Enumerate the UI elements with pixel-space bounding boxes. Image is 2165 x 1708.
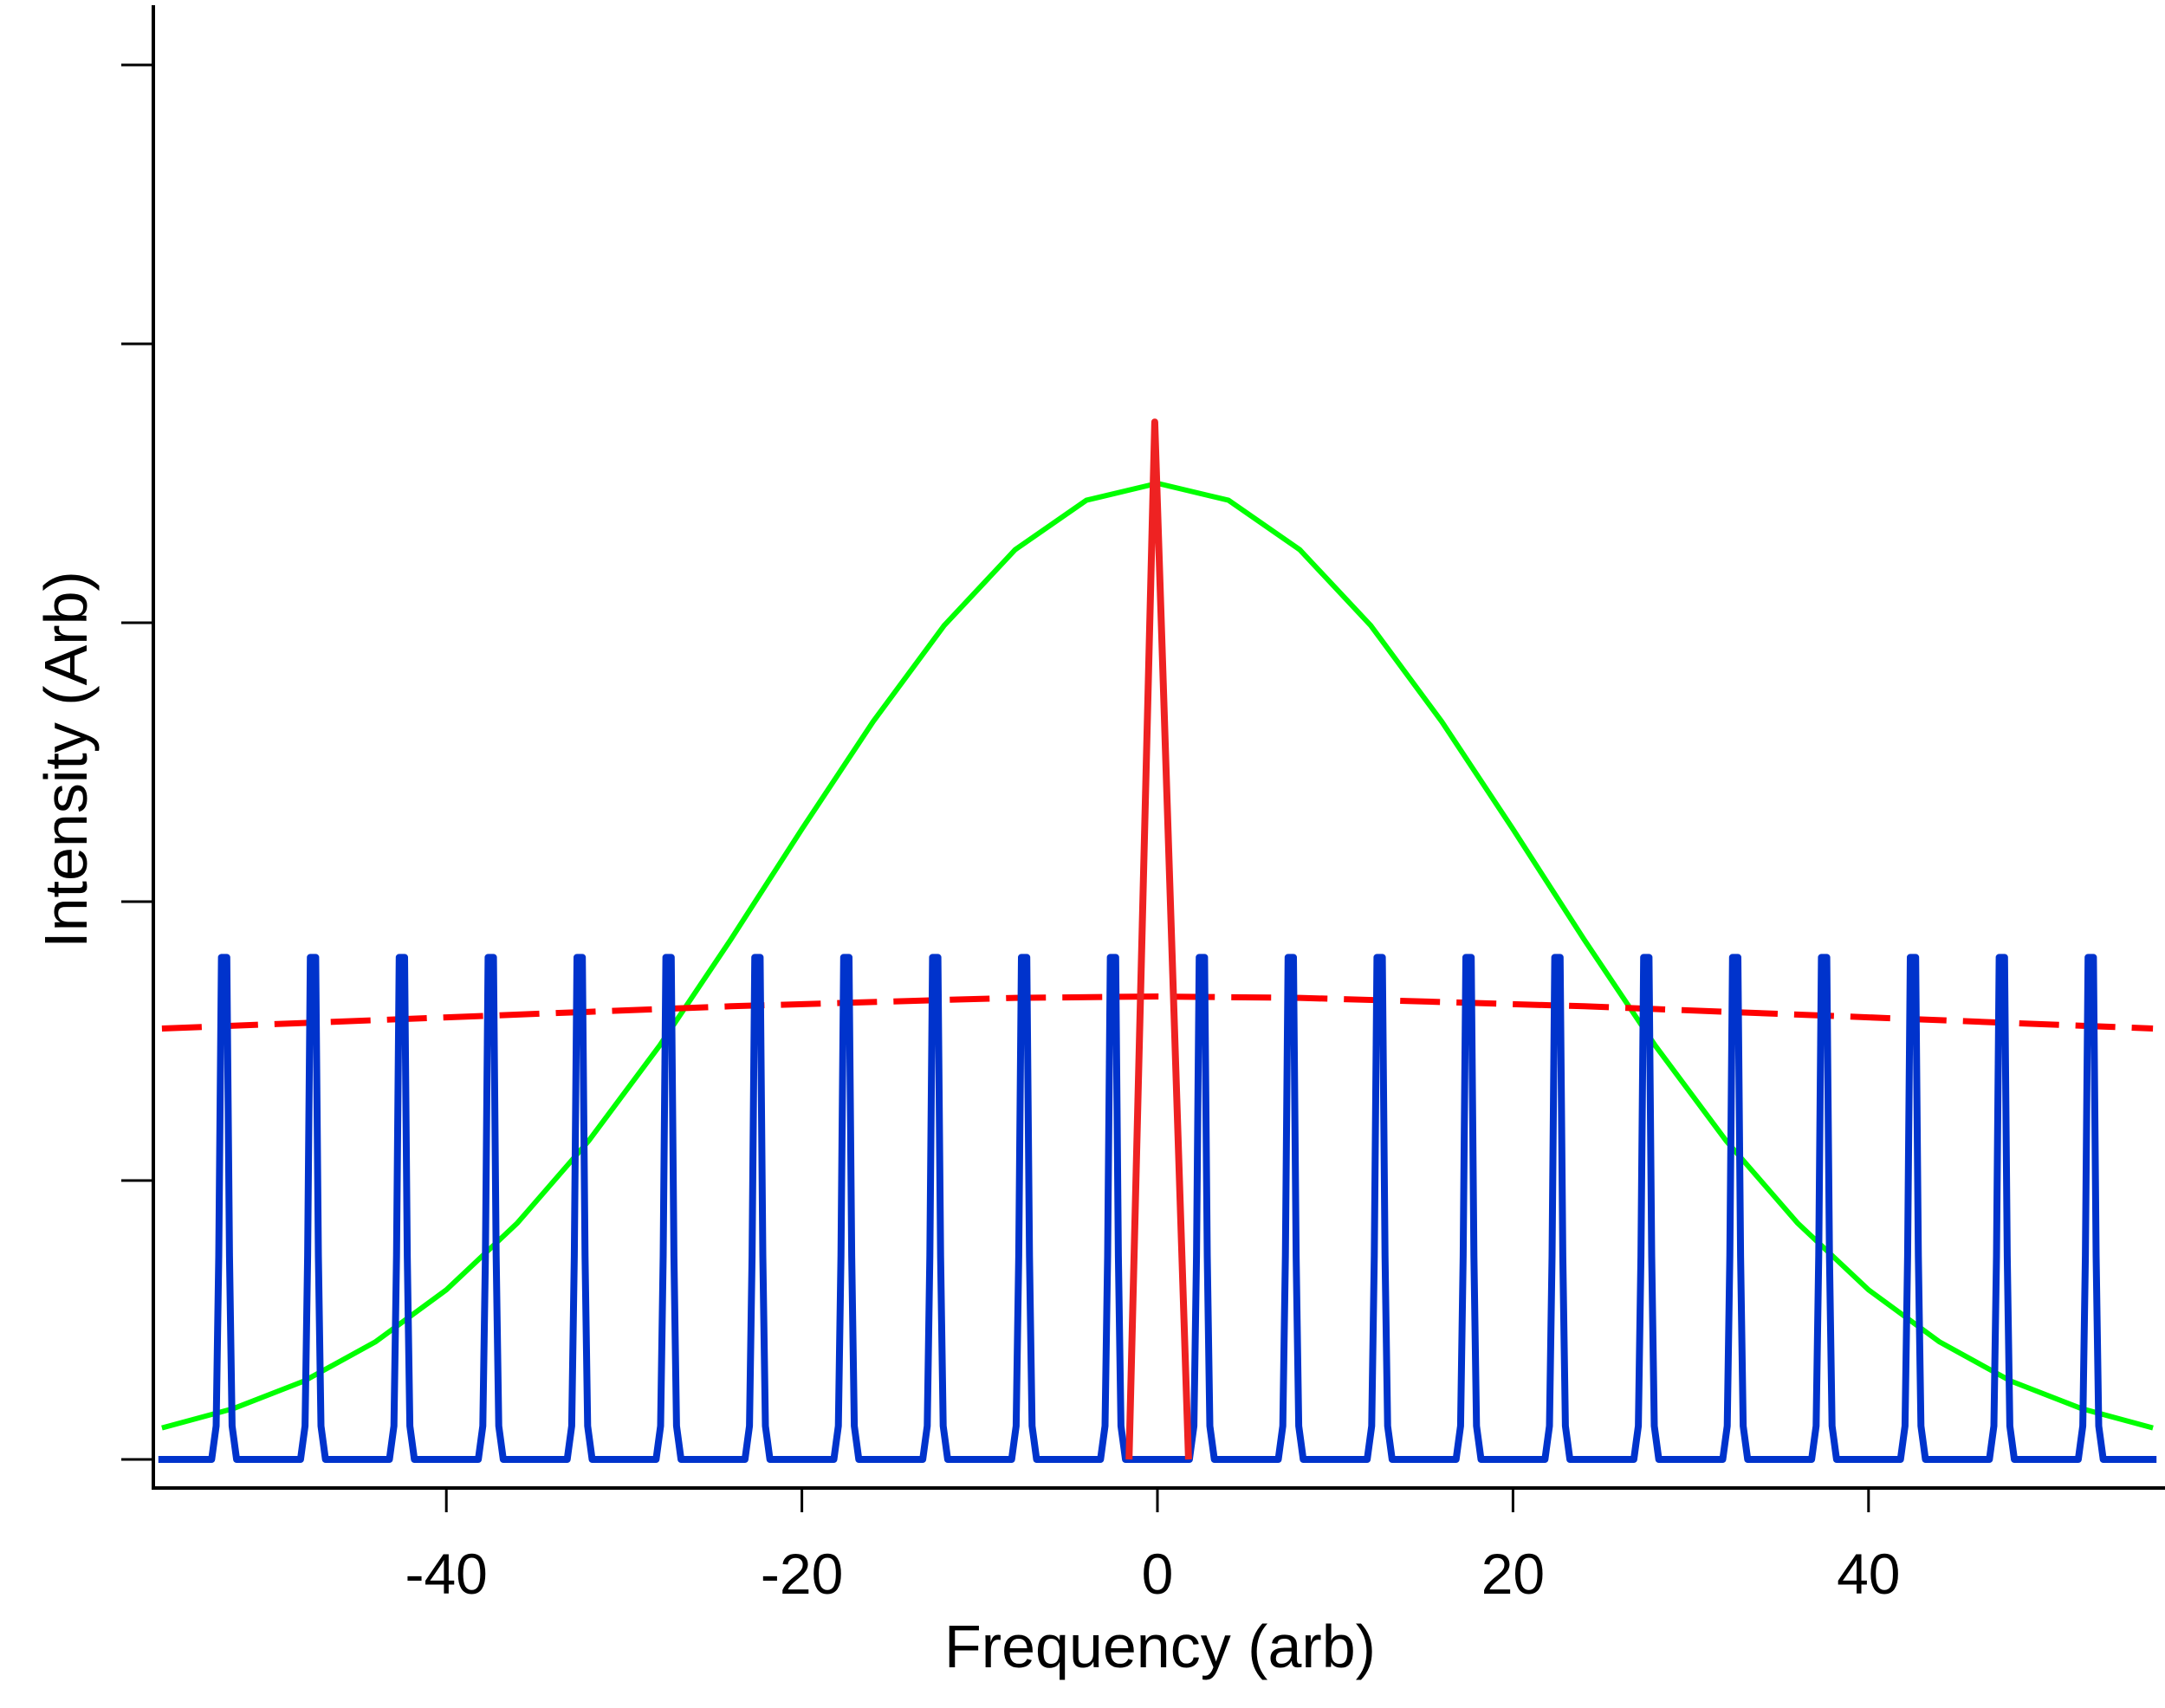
y-axis-label: Intensity (Arb)	[32, 571, 100, 948]
series-line-0	[158, 954, 2157, 1463]
series-line-2	[161, 993, 2154, 1032]
series-layer	[158, 418, 2157, 1463]
series-line-3	[1125, 418, 1192, 1460]
x-tick-label: 20	[1481, 1542, 1545, 1606]
x-tick-label: -40	[405, 1542, 488, 1606]
series-line-1	[161, 481, 2154, 1431]
x-tick-label: 0	[1142, 1542, 1174, 1606]
x-tick-label: -20	[761, 1542, 843, 1606]
x-tick-label: 40	[1837, 1542, 1900, 1606]
y-ticks	[121, 63, 153, 1461]
x-axis-label: Frequency (arb)	[944, 1613, 1376, 1680]
x-ticks: -40 -20 0 20 40	[405, 1488, 1901, 1606]
